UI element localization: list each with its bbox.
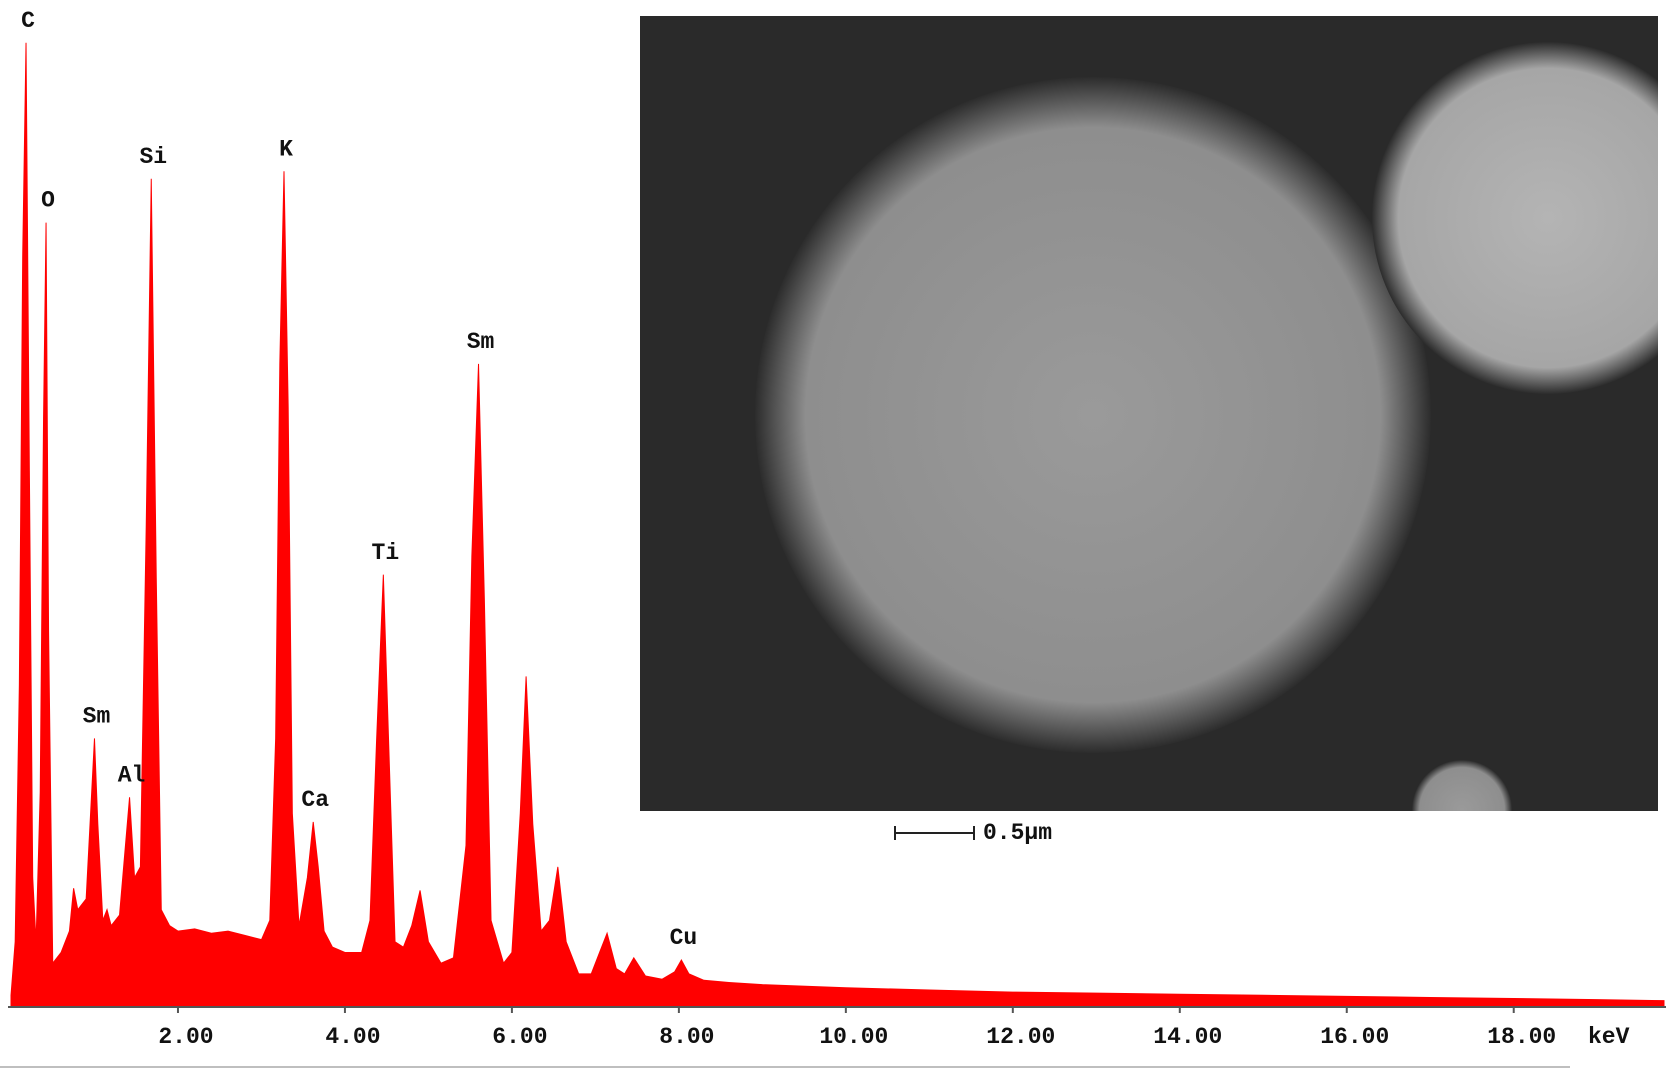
spectrum-area: [10, 42, 1665, 1007]
peak-label: Sm: [467, 329, 495, 355]
x-tick-label: 16.00: [1320, 1024, 1389, 1050]
peak-label: Cu: [670, 925, 698, 951]
peak-label: Al: [118, 762, 146, 788]
peak-label: C: [21, 8, 35, 34]
peak-label: K: [279, 136, 293, 162]
x-tick-label: 2.00: [158, 1024, 213, 1050]
peak-label: Ti: [372, 540, 400, 566]
scale-bar: [894, 826, 975, 840]
x-tick-label: 8.00: [659, 1024, 714, 1050]
x-tick-label: 6.00: [492, 1024, 547, 1050]
x-tick-label: 10.00: [819, 1024, 888, 1050]
x-tick-label: 12.00: [986, 1024, 1055, 1050]
scale-bar-label: 0.5μm: [983, 820, 1052, 846]
x-tick-label: 14.00: [1153, 1024, 1222, 1050]
x-tick-label: 4.00: [325, 1024, 380, 1050]
peak-label: O: [41, 188, 55, 214]
peak-label: Sm: [83, 704, 111, 730]
peak-label: Ca: [301, 787, 329, 813]
x-axis-label: keV: [1588, 1024, 1630, 1050]
x-tick-label: 18.00: [1487, 1024, 1556, 1050]
peak-label: Si: [139, 144, 167, 170]
micrograph: [640, 16, 1658, 811]
